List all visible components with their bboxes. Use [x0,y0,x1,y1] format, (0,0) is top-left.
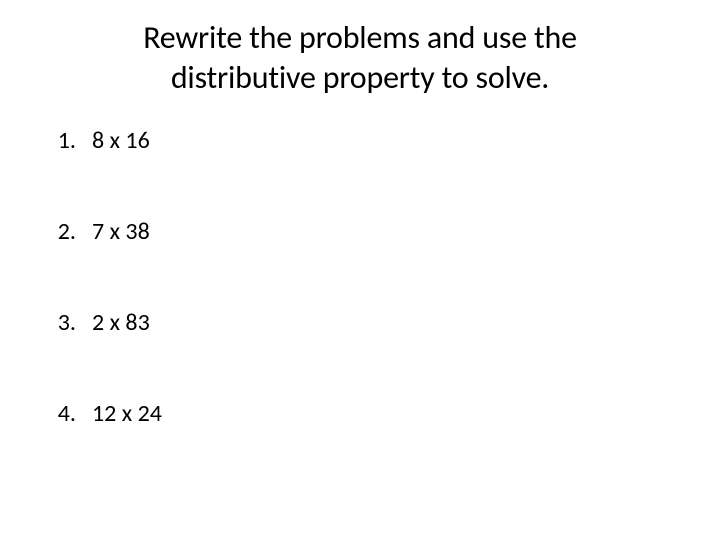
slide-container: Rewrite the problems and use the distrib… [0,0,720,540]
list-item: 2. 7 x 38 [50,217,670,246]
problem-number: 3. [50,308,76,337]
list-item: 4. 12 x 24 [50,399,670,428]
problem-list: 1. 8 x 16 2. 7 x 38 3. 2 x 83 4. 12 x 24 [50,126,670,428]
title-line-1: Rewrite the problems and use the [143,18,577,57]
problem-expression: 2 x 83 [92,308,150,337]
problem-expression: 8 x 16 [92,126,150,155]
problem-number: 2. [50,217,76,246]
problem-number: 1. [50,126,76,155]
title-line-2: distributive property to solve. [171,58,549,97]
problem-number: 4. [50,399,76,428]
problem-expression: 7 x 38 [92,217,150,246]
list-item: 3. 2 x 83 [50,308,670,337]
list-item: 1. 8 x 16 [50,126,670,155]
slide-title: Rewrite the problems and use the distrib… [50,18,670,98]
problem-expression: 12 x 24 [92,399,162,428]
